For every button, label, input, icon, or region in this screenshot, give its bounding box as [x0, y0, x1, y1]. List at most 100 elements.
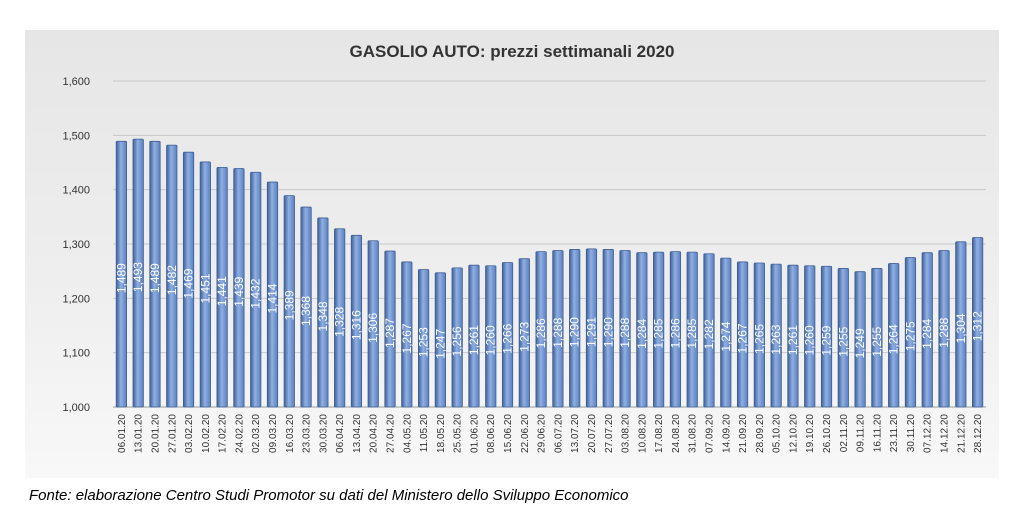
value-label: 1,288	[551, 317, 565, 347]
value-label: 1,389	[282, 290, 296, 320]
x-tick-label: 05.10.20	[772, 414, 783, 453]
value-label: 1,439	[232, 276, 246, 306]
value-label: 1,267	[736, 323, 750, 353]
x-tick-label: 16.11.20	[872, 414, 883, 453]
value-label: 1,489	[114, 263, 128, 293]
value-label: 1,306	[366, 313, 380, 343]
bar	[653, 251, 665, 408]
bar	[720, 257, 732, 408]
value-label: 1,328	[333, 307, 347, 337]
bar	[820, 265, 833, 408]
x-tick-label: 31.08.20	[688, 414, 699, 453]
x-tick-label: 20.01.20	[150, 414, 161, 453]
bar	[149, 140, 161, 408]
value-label: 1,266	[501, 323, 515, 353]
x-tick-label: 13.01.20	[134, 414, 145, 453]
x-tick-label: 07.09.20	[704, 414, 715, 453]
value-label: 1,441	[215, 276, 229, 306]
bar	[367, 240, 379, 408]
y-tick-label: 1,500	[62, 130, 90, 142]
value-label: 1,285	[652, 318, 666, 348]
value-label: 1,286	[668, 318, 682, 348]
bar	[972, 237, 984, 408]
bar	[216, 166, 228, 408]
bar	[485, 265, 497, 408]
bar	[602, 249, 614, 408]
value-label: 1,274	[719, 321, 733, 351]
value-label: 1,249	[853, 328, 867, 358]
bar	[770, 263, 782, 408]
value-label: 1,287	[383, 318, 397, 348]
bar	[888, 263, 900, 408]
x-tick-label: 20.07.20	[587, 414, 598, 453]
bar	[636, 252, 648, 408]
value-label: 1,284	[920, 319, 934, 349]
bar	[182, 151, 195, 408]
x-tick-label: 21.12.20	[956, 414, 967, 453]
value-label: 1,260	[484, 325, 498, 355]
x-tick-label: 13.04.20	[352, 414, 363, 453]
bar	[938, 250, 950, 408]
bar	[753, 262, 765, 408]
value-label: 1,493	[131, 262, 145, 292]
y-tick-label: 1,100	[62, 348, 90, 360]
x-tick-label: 28.12.20	[973, 414, 984, 453]
value-label: 1,265	[752, 324, 766, 354]
y-tick-label: 1,400	[62, 185, 90, 197]
bar	[166, 144, 178, 408]
value-label: 1,273	[517, 321, 531, 351]
bar	[837, 268, 849, 408]
value-label: 1,264	[887, 324, 901, 354]
x-tick-label: 28.09.20	[755, 414, 766, 453]
x-tick-label: 02.11.20	[839, 414, 850, 453]
x-tick-label: 23.03.20	[302, 414, 313, 453]
bar	[300, 206, 312, 408]
bar	[132, 138, 144, 408]
y-tick-label: 1,300	[62, 239, 90, 251]
x-tick-label: 02.03.20	[251, 414, 262, 453]
value-label: 1,286	[534, 318, 548, 348]
bar	[669, 251, 682, 408]
x-tick-label: 04.05.20	[402, 414, 413, 453]
value-label: 1,261	[467, 325, 481, 355]
value-label: 1,253	[417, 327, 431, 357]
value-label: 1,260	[803, 325, 817, 355]
bar	[904, 257, 917, 408]
x-tick-label: 16.03.20	[285, 414, 296, 453]
chart-panel: GASOLIO AUTO: prezzi settimanali 2020 1,…	[25, 30, 999, 478]
value-label: 1,267	[400, 323, 414, 353]
bar	[518, 258, 530, 408]
value-label: 1,288	[618, 317, 632, 347]
value-label: 1,255	[836, 326, 850, 356]
value-label: 1,316	[349, 310, 363, 340]
y-tick-label: 1,600	[62, 76, 90, 88]
bar	[384, 250, 396, 408]
value-label: 1,291	[584, 317, 598, 347]
x-tick-label: 27.04.20	[386, 414, 397, 453]
x-tick-label: 09.11.20	[856, 414, 867, 453]
x-tick-label: 27.07.20	[604, 414, 615, 453]
value-label: 1,304	[954, 313, 968, 343]
bar	[686, 251, 698, 408]
bar	[736, 261, 749, 408]
x-tick-label: 15.06.20	[503, 414, 514, 453]
bar	[199, 161, 211, 408]
value-label: 1,451	[198, 273, 212, 303]
x-tick-label: 26.10.20	[822, 414, 833, 453]
value-label: 1,259	[820, 325, 834, 355]
x-tick-label: 30.03.20	[318, 414, 329, 453]
x-tick-label: 03.02.20	[184, 414, 195, 453]
x-tick-label: 06.04.20	[335, 414, 346, 453]
value-label: 1,482	[165, 265, 179, 295]
bar	[266, 181, 279, 408]
x-tick-label: 13.07.20	[570, 414, 581, 453]
x-tick-label: 01.06.20	[469, 414, 480, 453]
x-tick-label: 19.10.20	[805, 414, 816, 453]
value-label: 1,368	[299, 296, 313, 326]
bar	[871, 268, 883, 408]
bar	[434, 272, 446, 408]
x-tick-label: 12.10.20	[788, 414, 799, 453]
x-tick-label: 14.12.20	[940, 414, 951, 453]
bar	[350, 234, 363, 408]
x-tick-label: 18.05.20	[436, 414, 447, 453]
